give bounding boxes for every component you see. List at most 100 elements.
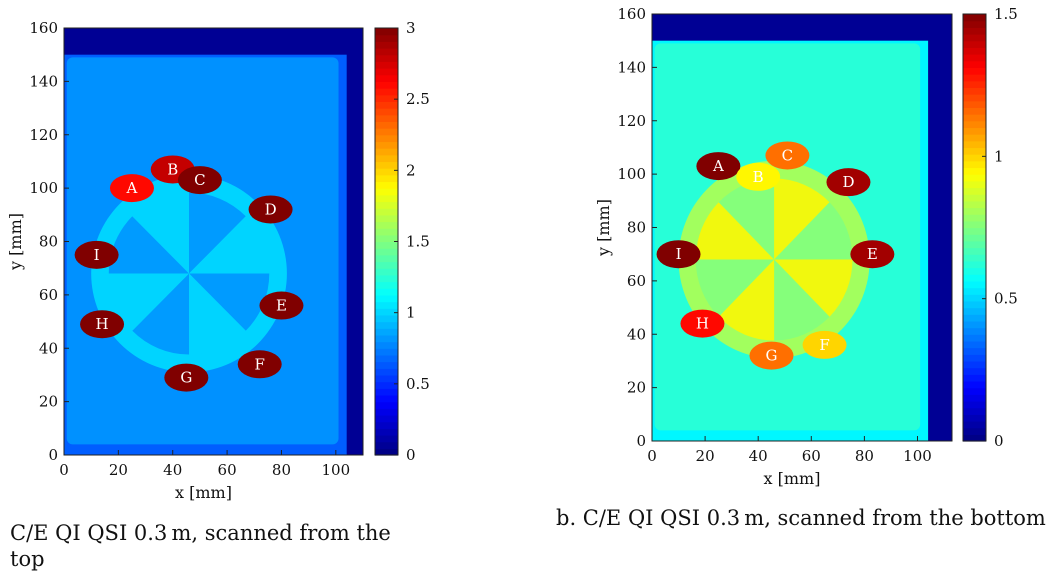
colorbar-segment xyxy=(375,221,398,229)
y-tick-label: 40 xyxy=(627,325,646,343)
colorbar-segment xyxy=(963,374,986,382)
region-label-f: F xyxy=(254,355,264,373)
heatmap-region-d xyxy=(248,195,293,224)
colorbar-frame xyxy=(962,13,987,442)
y-axis-label: y [mm] xyxy=(6,213,25,271)
colorbar-segment xyxy=(963,180,986,189)
region-label-c: C xyxy=(782,146,793,164)
colorbar-segment xyxy=(375,168,398,176)
colorbar-tick-label: 1.5 xyxy=(994,5,1018,23)
x-tick-label: 60 xyxy=(218,461,237,479)
y-tick-label: 120 xyxy=(617,112,646,130)
colorbar-segment xyxy=(375,448,398,456)
colorbar-tick-label: 3 xyxy=(406,19,416,37)
colorbar-segment xyxy=(963,147,986,155)
colorbar-segment xyxy=(375,354,398,363)
colorbar-segment xyxy=(963,194,986,202)
colorbar-segment xyxy=(963,380,986,389)
region-label-b: B xyxy=(753,168,764,186)
colorbar-segment xyxy=(375,274,398,283)
colorbar-segment xyxy=(963,407,986,415)
heatmap-sector xyxy=(774,259,853,317)
colorbar-segment xyxy=(375,361,398,369)
colorbar-tick-label: 0.5 xyxy=(994,290,1018,308)
heatmap-sector xyxy=(695,202,775,260)
heatmap-sector xyxy=(718,178,775,260)
colorbar-segment xyxy=(375,294,398,303)
colorbar-tick-label: 1 xyxy=(406,304,416,322)
colorbar-segment xyxy=(963,220,986,229)
colorbar-segment xyxy=(963,127,986,135)
x-tick-label: 0 xyxy=(647,447,657,465)
heatmap-edge-top xyxy=(64,28,363,55)
colorbar-segment xyxy=(963,394,986,402)
colorbar-segment xyxy=(963,420,986,429)
colorbar-segment xyxy=(963,387,986,395)
colorbar-segment xyxy=(375,134,398,143)
colorbar-segment xyxy=(963,227,986,235)
colorbar-segment xyxy=(963,140,986,149)
x-tick-label: 20 xyxy=(109,461,128,479)
x-tick-label: 80 xyxy=(855,447,874,465)
heatmap-sector xyxy=(718,259,775,341)
region-label-i: I xyxy=(94,246,100,264)
colorbar-segment xyxy=(375,201,398,209)
colorbar-segment xyxy=(375,281,398,289)
heatmap-region-a xyxy=(696,152,741,181)
region-label-g: G xyxy=(180,369,192,387)
colorbar-segment xyxy=(375,174,398,183)
y-tick-label: 100 xyxy=(617,165,646,183)
heatmap-region-g xyxy=(749,341,794,370)
colorbar-segment xyxy=(375,234,398,243)
x-tick-label: 100 xyxy=(903,447,932,465)
heatmap-region-f xyxy=(802,330,847,359)
colorbar-segment xyxy=(963,280,986,289)
colorbar-segment xyxy=(375,314,398,323)
colorbar-tick-label: 1 xyxy=(994,147,1004,165)
heatmap-edge-right xyxy=(346,28,363,455)
heatmap-sector xyxy=(695,259,775,317)
colorbar-segment xyxy=(375,194,398,203)
region-label-i: I xyxy=(676,245,682,263)
colorbar-segment xyxy=(963,320,986,329)
colorbar-segment xyxy=(963,260,986,269)
colorbar-segment xyxy=(375,434,398,443)
colorbar-segment xyxy=(375,48,398,56)
colorbar-segment xyxy=(375,74,398,82)
region-label-e: E xyxy=(276,297,287,315)
colorbar-segment xyxy=(963,314,986,322)
heatmap-edge-right xyxy=(928,14,952,441)
caption-left: C/E QI QSI 0.3 m, scanned from the top xyxy=(10,521,391,571)
colorbar-segment xyxy=(963,54,986,62)
heatmap-region-g xyxy=(164,363,209,392)
y-tick-label: 140 xyxy=(617,58,646,76)
x-tick-label: 0 xyxy=(59,461,69,479)
region-label-e: E xyxy=(867,245,878,263)
colorbar-segment xyxy=(375,288,398,296)
colorbar-segment xyxy=(375,328,398,336)
colorbar-segment xyxy=(375,141,398,149)
colorbar-segment xyxy=(375,414,398,423)
colorbar-segment xyxy=(375,394,398,403)
x-tick-label: 20 xyxy=(696,447,715,465)
colorbar-segment xyxy=(375,121,398,129)
colorbar-segment xyxy=(963,427,986,435)
colorbar-segment xyxy=(963,107,986,115)
y-tick-label: 140 xyxy=(29,72,58,90)
heatmap-region-b xyxy=(736,162,781,191)
colorbar-segment xyxy=(963,187,986,195)
colorbar-segment xyxy=(963,327,986,335)
region-label-f: F xyxy=(819,336,829,354)
heatmap-sector xyxy=(132,192,190,274)
caption-right: b. C/E QI QSI 0.3 m, scanned from the bo… xyxy=(556,506,1046,530)
colorbar-segment xyxy=(963,360,986,369)
region-label-h: H xyxy=(696,315,709,333)
colorbar-segment xyxy=(963,294,986,302)
colorbar-segment xyxy=(963,400,986,409)
region-label-a: A xyxy=(126,179,138,197)
colorbar-segment xyxy=(375,68,398,76)
y-tick-label: 20 xyxy=(39,393,58,411)
colorbar-segment xyxy=(963,67,986,75)
colorbar-segment xyxy=(375,154,398,163)
colorbar-segment xyxy=(963,60,986,68)
